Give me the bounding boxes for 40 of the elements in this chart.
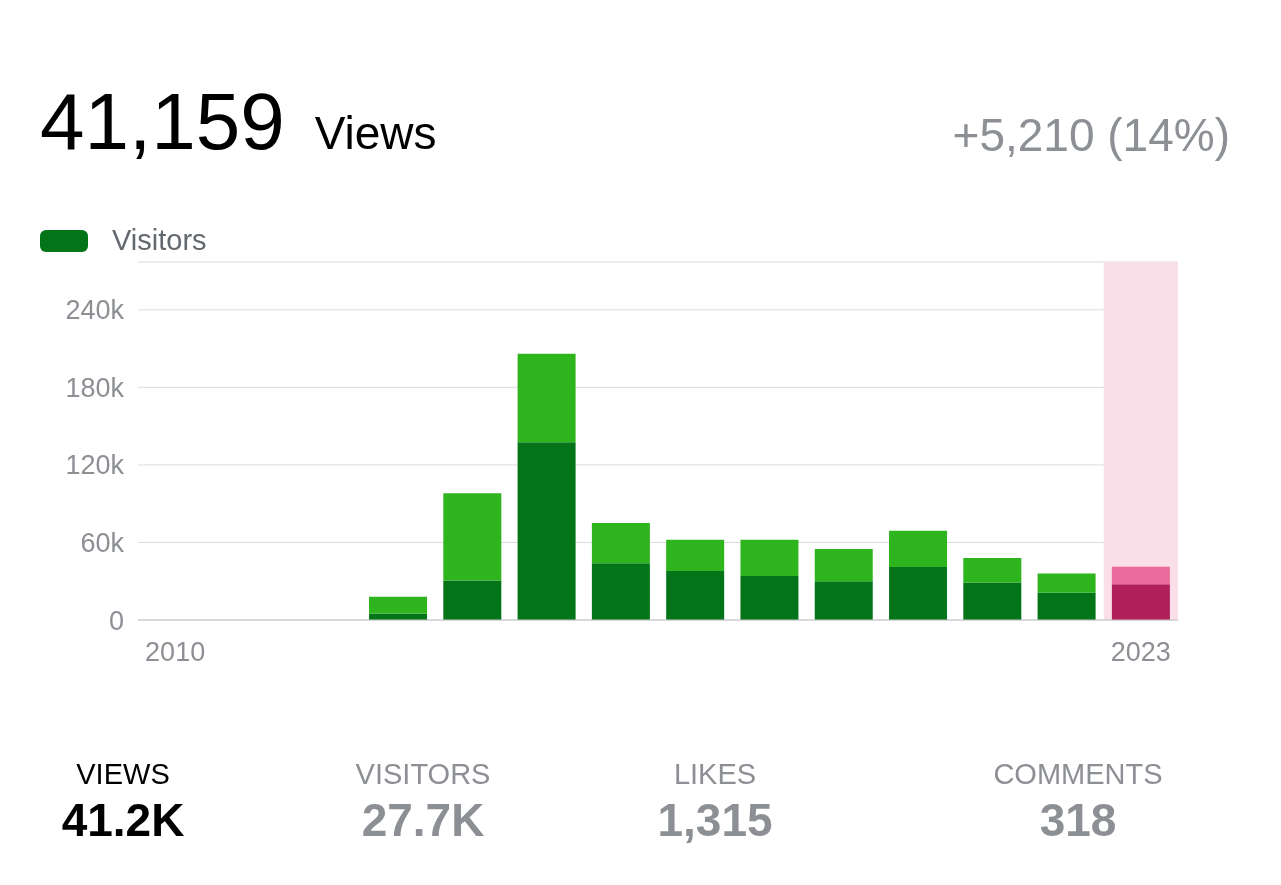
bar — [889, 567, 948, 620]
bar — [591, 563, 650, 620]
text: 1,315 — [656, 793, 774, 847]
y-tick-label: 0 — [108, 605, 124, 636]
x-tick-label: 2010 — [145, 637, 206, 668]
text: VIEWS — [75, 758, 171, 791]
text: LIKES — [672, 758, 758, 791]
text: +5,210 (14%) — [952, 108, 1230, 162]
bar — [443, 493, 502, 581]
bar — [666, 539, 725, 571]
x-tick-label: 2023 — [1110, 637, 1171, 668]
bar — [1037, 592, 1096, 620]
bar — [517, 442, 576, 620]
bar — [1111, 584, 1170, 620]
bar — [666, 570, 725, 620]
bar — [889, 530, 948, 568]
bar — [1037, 573, 1096, 593]
bar — [740, 539, 799, 577]
bar — [814, 581, 873, 620]
y-tick-label: 60k — [80, 528, 125, 559]
bar — [1111, 566, 1170, 585]
y-tick-label: 120k — [65, 450, 125, 481]
text: 41,159 — [40, 76, 285, 168]
bar — [443, 580, 502, 620]
y-tick-label: 180k — [65, 372, 125, 403]
text: 27.7K — [360, 793, 486, 847]
bar — [740, 576, 799, 620]
y-tick-label: 240k — [65, 295, 125, 326]
bar — [963, 557, 1022, 583]
bar — [814, 548, 873, 582]
text: VISITORS — [354, 758, 492, 791]
text: 318 — [1038, 793, 1118, 847]
bar — [517, 353, 576, 443]
bar — [591, 523, 650, 564]
legend-label: Visitors — [112, 224, 207, 257]
text: Views — [314, 106, 437, 160]
bar — [963, 582, 1022, 620]
text: COMMENTS — [992, 758, 1164, 791]
text: 41.2K — [60, 793, 186, 847]
bar — [369, 596, 428, 614]
